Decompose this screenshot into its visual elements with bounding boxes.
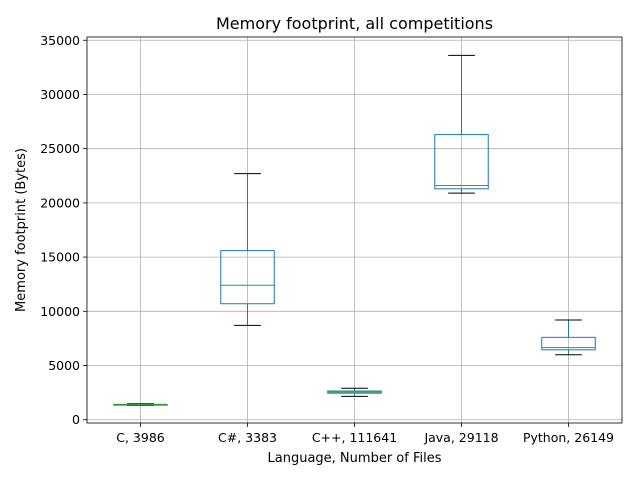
box-4: [434, 54, 489, 194]
y-tick-label: 5000: [48, 358, 80, 373]
y-tick-label: 20000: [40, 195, 80, 210]
iqr-box: [220, 250, 275, 305]
y-tick-label: 0: [72, 412, 80, 427]
y-tick-label: 35000: [40, 33, 80, 48]
iqr-box: [434, 134, 489, 190]
x-axis-ticks: C, 3986 C#, 3383 C++, 111641 Java, 29118 Pyt…: [116, 423, 614, 445]
y-tick-label: 30000: [40, 87, 80, 102]
box-series: [113, 54, 596, 406]
chart-title: Memory footprint, all competitions: [216, 14, 493, 33]
y-axis-label: Memory footprint (Bytes): [14, 148, 29, 312]
box-5: [541, 319, 596, 356]
x-tick-label: C#, 3383: [218, 430, 277, 445]
y-axis-ticks: 0 5000 10000 15000 20000 25000 30000 35000: [40, 33, 87, 427]
x-tick-label: C++, 111641: [312, 430, 397, 445]
box-3: [327, 387, 382, 397]
box-2: [220, 173, 275, 326]
x-tick-label: Python, 26149: [523, 430, 614, 445]
x-tick-label: Java, 29118: [423, 430, 498, 445]
y-tick-label: 10000: [40, 304, 80, 319]
grid-lines: [87, 37, 622, 423]
y-tick-label: 15000: [40, 250, 80, 265]
iqr-box: [541, 336, 596, 351]
y-tick-label: 25000: [40, 141, 80, 156]
x-axis-label: Language, Number of Files: [268, 451, 442, 466]
x-tick-label: C, 3986: [116, 430, 165, 445]
box-1: [113, 403, 168, 406]
